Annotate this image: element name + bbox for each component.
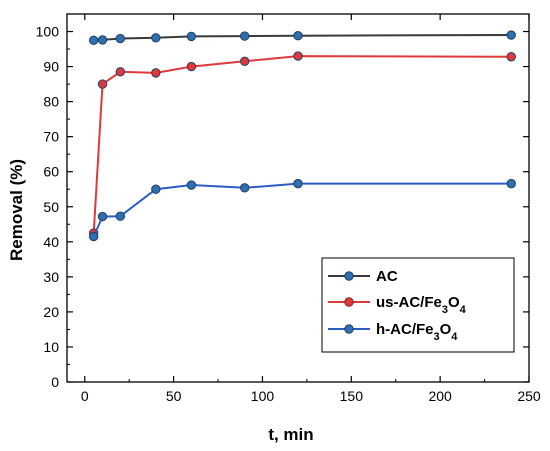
y-tick-label-80: 80 [43,94,59,110]
series-0-point-2 [115,33,126,44]
x-tick-label-250: 250 [517,388,541,404]
series-2-point-0 [88,231,99,242]
series-2-point-7 [506,178,516,189]
series-0-point-0 [88,35,99,45]
series-1-point-2 [115,67,126,77]
y-tick-label-0: 0 [51,374,59,390]
series-0-point-3 [151,33,161,43]
series-2-point-5 [239,183,250,193]
plot-area [66,13,530,383]
legend-marker-us-ac-fe3o4 [344,297,354,307]
legend-marker-h-ac-fe3o4 [344,324,354,334]
legend-item-us-ac-fe3o4: us-AC/Fe3O4 [328,294,467,316]
plot-frame [66,13,530,383]
y-tick-label-20: 20 [43,304,59,320]
legend-label-ac: AC [376,268,398,285]
x-tick-label-200: 200 [428,388,452,404]
series-1-point-1 [97,79,108,89]
legend-label-us-base: us-AC/Fe [376,294,442,311]
series-line-1 [92,55,512,234]
series-2-point-4 [186,180,197,190]
legend-label-ac-text: AC [376,268,398,285]
legend-label-h-sub2: 4 [451,331,458,343]
legend: AC us-AC/Fe3O4 h-AC/Fe3O4 [321,257,515,353]
series-2-point-2 [115,211,126,221]
legend-item-h-ac-fe3o4: h-AC/Fe3O4 [328,321,458,343]
y-tick-label-60: 60 [43,164,59,180]
y-tick-label-70: 70 [43,129,59,145]
legend-label-us-ac-fe3o4: us-AC/Fe3O4 [376,294,467,316]
y-tick-label-30: 30 [43,269,59,285]
legend-label-us-sub2: 4 [460,304,467,316]
legend-label-us-sub1: 3 [442,304,448,316]
legend-item-ac: AC [328,268,398,285]
legend-marker-ac [344,271,354,281]
series-1-point-3 [151,68,161,78]
axes: 0 50 100 150 200 250 0 10 20 30 40 50 60 70 80 90 100 [36,14,541,404]
series-0-point-6 [293,31,303,41]
series-0-point-5 [239,31,250,41]
y-tick-label-50: 50 [43,199,59,215]
series-2-point-6 [293,178,303,189]
y-tick-label-90: 90 [43,59,59,75]
legend-label-us-mid: O [448,294,460,311]
y-tick-label-40: 40 [43,234,59,250]
series-group [88,30,516,242]
legend-box [321,257,515,353]
series-0-point-7 [506,30,516,40]
series-0-point-1 [97,35,108,45]
y-axis-title: Removal (%) [7,159,26,261]
x-tick-label-50: 50 [166,388,182,404]
series-0-point-4 [186,31,197,42]
legend-label-h-ac-fe3o4: h-AC/Fe3O4 [376,321,458,343]
series-1-point-4 [186,61,197,72]
series-2-point-3 [151,184,161,194]
x-tick-label-150: 150 [340,388,364,404]
y-tick-label-10: 10 [43,339,59,355]
x-tick-label-0: 0 [81,388,89,404]
legend-label-h-base: h-AC/Fe [376,321,434,338]
series-1-point-5 [239,56,250,67]
series-1-point-7 [506,52,516,62]
x-axis-title: t, min [268,425,313,444]
legend-label-h-sub1: 3 [434,331,440,343]
series-2-point-1 [97,211,108,222]
legend-label-h-mid: O [440,321,452,338]
series-1-point-6 [293,51,303,61]
x-tick-label-100: 100 [251,388,275,404]
y-tick-label-100: 100 [36,24,60,40]
